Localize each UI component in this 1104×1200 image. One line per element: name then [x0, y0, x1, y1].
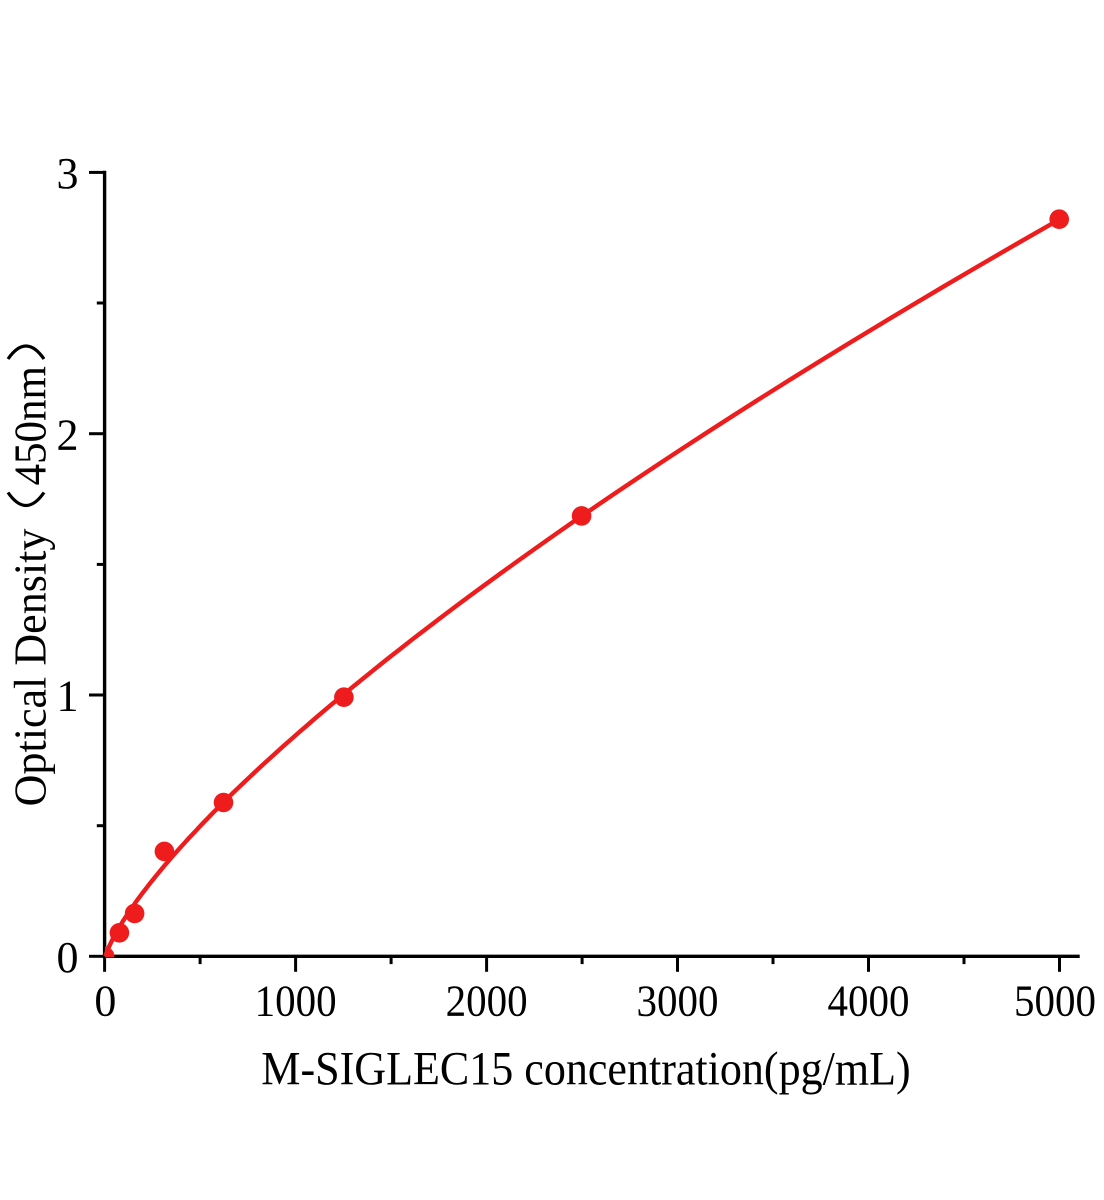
- svg-text:2: 2: [57, 410, 79, 459]
- svg-text:1000: 1000: [255, 977, 337, 1026]
- svg-text:3000: 3000: [637, 977, 719, 1026]
- svg-text:5000: 5000: [1014, 977, 1096, 1026]
- svg-text:4000: 4000: [828, 977, 910, 1026]
- svg-text:Optical Density: Optical Density: [5, 529, 56, 807]
- svg-text:M-SIGLEC15 concentration(pg/mL: M-SIGLEC15 concentration(pg/mL): [261, 1042, 910, 1095]
- svg-text:0: 0: [57, 933, 79, 982]
- svg-text:1: 1: [57, 672, 79, 721]
- svg-text:0: 0: [94, 977, 116, 1026]
- svg-text:2000: 2000: [446, 977, 528, 1026]
- svg-text:450nm: 450nm: [5, 366, 56, 486]
- svg-text:3: 3: [57, 149, 79, 198]
